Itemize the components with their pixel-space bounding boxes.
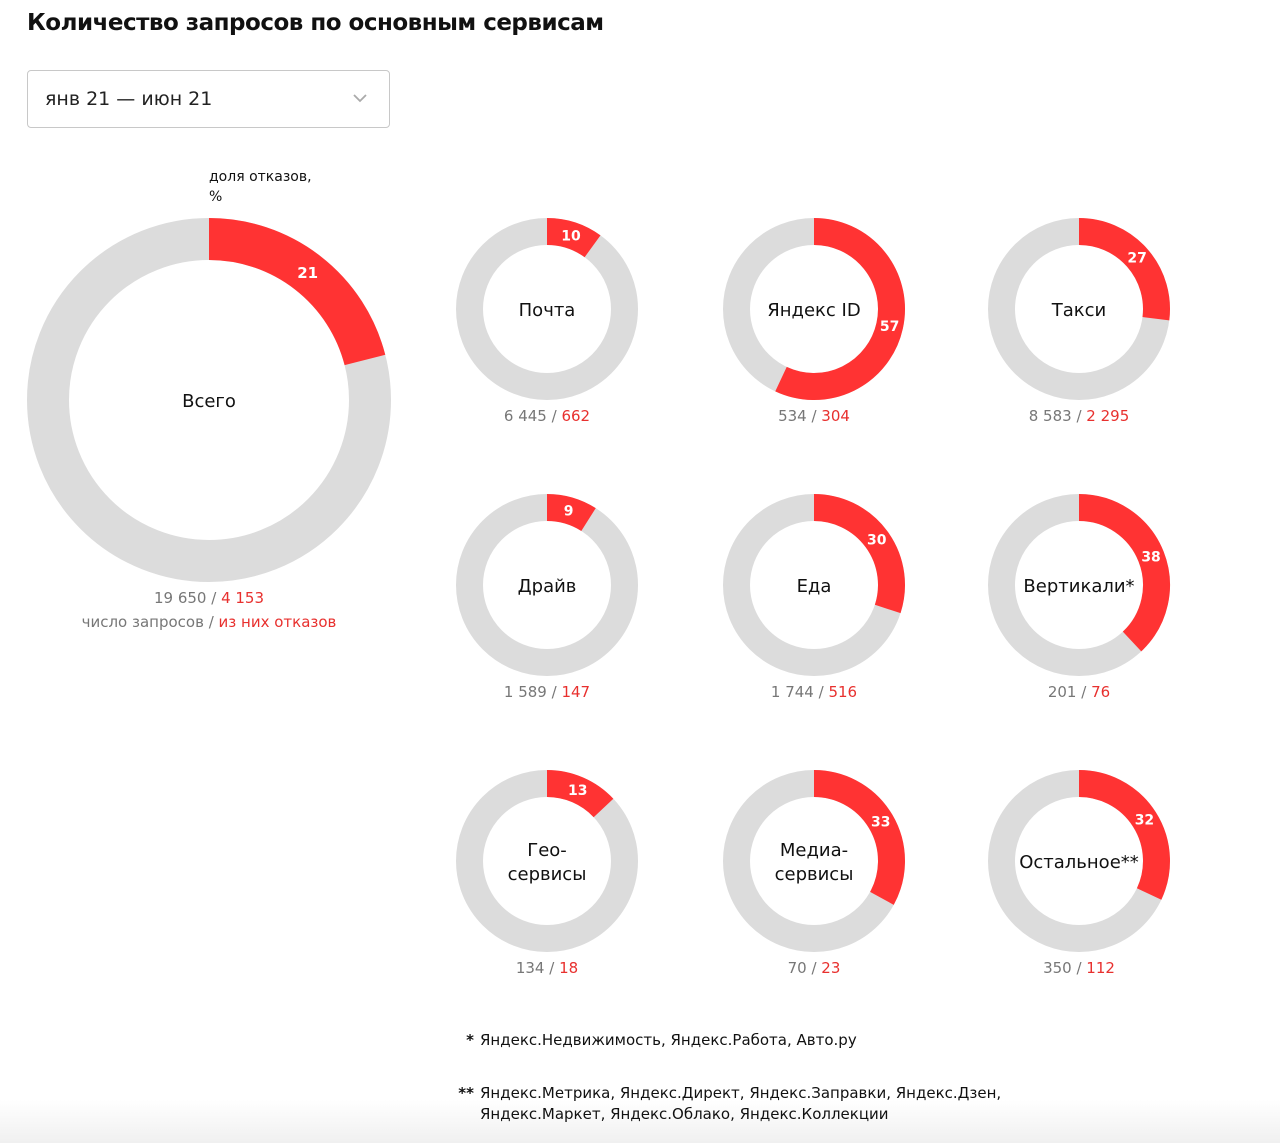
- counts-label: 350 / 112: [1043, 959, 1115, 977]
- period-value: янв 21 — июн 21: [45, 88, 213, 110]
- donut-service: 10 Почта 6 445 / 662: [456, 218, 638, 425]
- page-title: Количество запросов по основным сервисам: [27, 10, 604, 36]
- percent-label: 21: [297, 264, 318, 282]
- donut-center-label: Драйв: [518, 576, 577, 597]
- percent-label: 9: [564, 504, 574, 520]
- refusals-count: 18: [559, 959, 578, 977]
- donut-center-label: Почта: [519, 300, 576, 321]
- donut-refusal-arc: [813, 770, 905, 905]
- percent-label: 13: [568, 783, 587, 799]
- percent-label: 33: [871, 815, 890, 831]
- donut-refusal-arc: [775, 218, 905, 400]
- requests-count: 134 /: [516, 959, 559, 977]
- refusals-count: 2 295: [1086, 407, 1129, 425]
- donut-center-label: Вертикали*: [1023, 576, 1134, 597]
- refusals-caption: из них отказов: [219, 613, 337, 631]
- percent-label: 57: [880, 319, 899, 335]
- requests-count: 1 744 /: [771, 683, 829, 701]
- counts-label: 70 / 23: [788, 959, 841, 977]
- donut-center-label: Яндекс ID: [767, 300, 860, 321]
- footnote-1: * Яндекс.Недвижимость, Яндекс.Работа, Авт…: [466, 1031, 857, 1049]
- requests-count: 1 589 /: [504, 683, 562, 701]
- donut-refusal-arc: [546, 494, 596, 532]
- requests-count: 19 650 /: [154, 589, 221, 607]
- bottom-fade: [0, 1100, 1280, 1143]
- donut-refusal-arc: [1078, 770, 1170, 900]
- requests-count: 201 /: [1048, 683, 1091, 701]
- counts-label: 134 / 18: [516, 959, 578, 977]
- donut-center-label: Всего: [182, 391, 236, 412]
- donut-refusal-arc: [1078, 218, 1170, 321]
- counts-label: 19 650 / 4 153: [154, 589, 264, 607]
- donut-service: 27 Такси 8 583 / 2 295: [988, 218, 1170, 425]
- counts-label: 534 / 304: [778, 407, 850, 425]
- chevron-down-icon: [353, 94, 367, 103]
- requests-count: 8 583 /: [1029, 407, 1087, 425]
- donut-center-label: Такси: [1051, 300, 1107, 321]
- donut-service: 9 Драйв 1 589 / 147: [456, 494, 638, 701]
- percent-label: 10: [561, 228, 581, 244]
- donut-center-label: Гео-: [527, 840, 567, 861]
- period-select[interactable]: янв 21 — июн 21: [27, 70, 390, 128]
- donut-service: 38 Вертикали* 201 / 76: [988, 494, 1170, 701]
- donut-refusal-arc: [546, 770, 614, 818]
- donut-center-label: сервисы: [775, 864, 854, 885]
- donut-center-label: Еда: [797, 576, 832, 597]
- donut-service: 32 Остальное** 350 / 112: [988, 770, 1170, 977]
- requests-count: 534 /: [778, 407, 821, 425]
- refusals-count: 4 153: [221, 589, 264, 607]
- footnote-2: ** Яндекс.Метрика, Яндекс.Директ, Яндекс.…: [458, 1084, 1002, 1123]
- counts-caption: число запросов / из них отказов: [82, 613, 337, 631]
- refusals-count: 662: [561, 407, 590, 425]
- donut-service: 33 Медиа-сервисы 70 / 23: [723, 770, 905, 977]
- refusals-count: 112: [1086, 959, 1115, 977]
- donut-refusal-arc: [813, 494, 905, 614]
- donut-total: 21 Всего 19 650 / 4 153: [27, 218, 391, 607]
- counts-label: 1 744 / 516: [771, 683, 857, 701]
- donut-refusal-arc: [546, 218, 601, 258]
- requests-caption: число запросов /: [82, 613, 219, 631]
- donut-refusal-arc: [1078, 494, 1170, 652]
- donut-center-label: Остальное**: [1019, 852, 1139, 873]
- percent-label: 38: [1141, 549, 1160, 565]
- refusals-count: 23: [821, 959, 840, 977]
- percent-label: 30: [867, 532, 887, 548]
- donut-service: 30 Еда 1 744 / 516: [723, 494, 905, 701]
- requests-count: 70 /: [788, 959, 822, 977]
- refusals-count: 76: [1091, 683, 1110, 701]
- counts-label: 1 589 / 147: [504, 683, 590, 701]
- donut-service: 57 Яндекс ID 534 / 304: [723, 218, 905, 425]
- value-label: доля отказов, %: [209, 169, 312, 205]
- requests-count: 6 445 /: [504, 407, 562, 425]
- counts-label: 201 / 76: [1048, 683, 1110, 701]
- refusals-count: 516: [828, 683, 857, 701]
- donut-service: 13 Гео-сервисы 134 / 18: [456, 770, 638, 977]
- counts-label: 8 583 / 2 295: [1029, 407, 1130, 425]
- percent-label: 27: [1127, 251, 1146, 267]
- requests-count: 350 /: [1043, 959, 1086, 977]
- refusals-count: 304: [821, 407, 850, 425]
- donut-center-label: Медиа-: [780, 840, 848, 861]
- refusals-count: 147: [561, 683, 590, 701]
- donut-refusal-arc: [208, 218, 386, 366]
- percent-label: 32: [1135, 812, 1154, 828]
- counts-label: 6 445 / 662: [504, 407, 590, 425]
- donut-center-label: сервисы: [508, 864, 587, 885]
